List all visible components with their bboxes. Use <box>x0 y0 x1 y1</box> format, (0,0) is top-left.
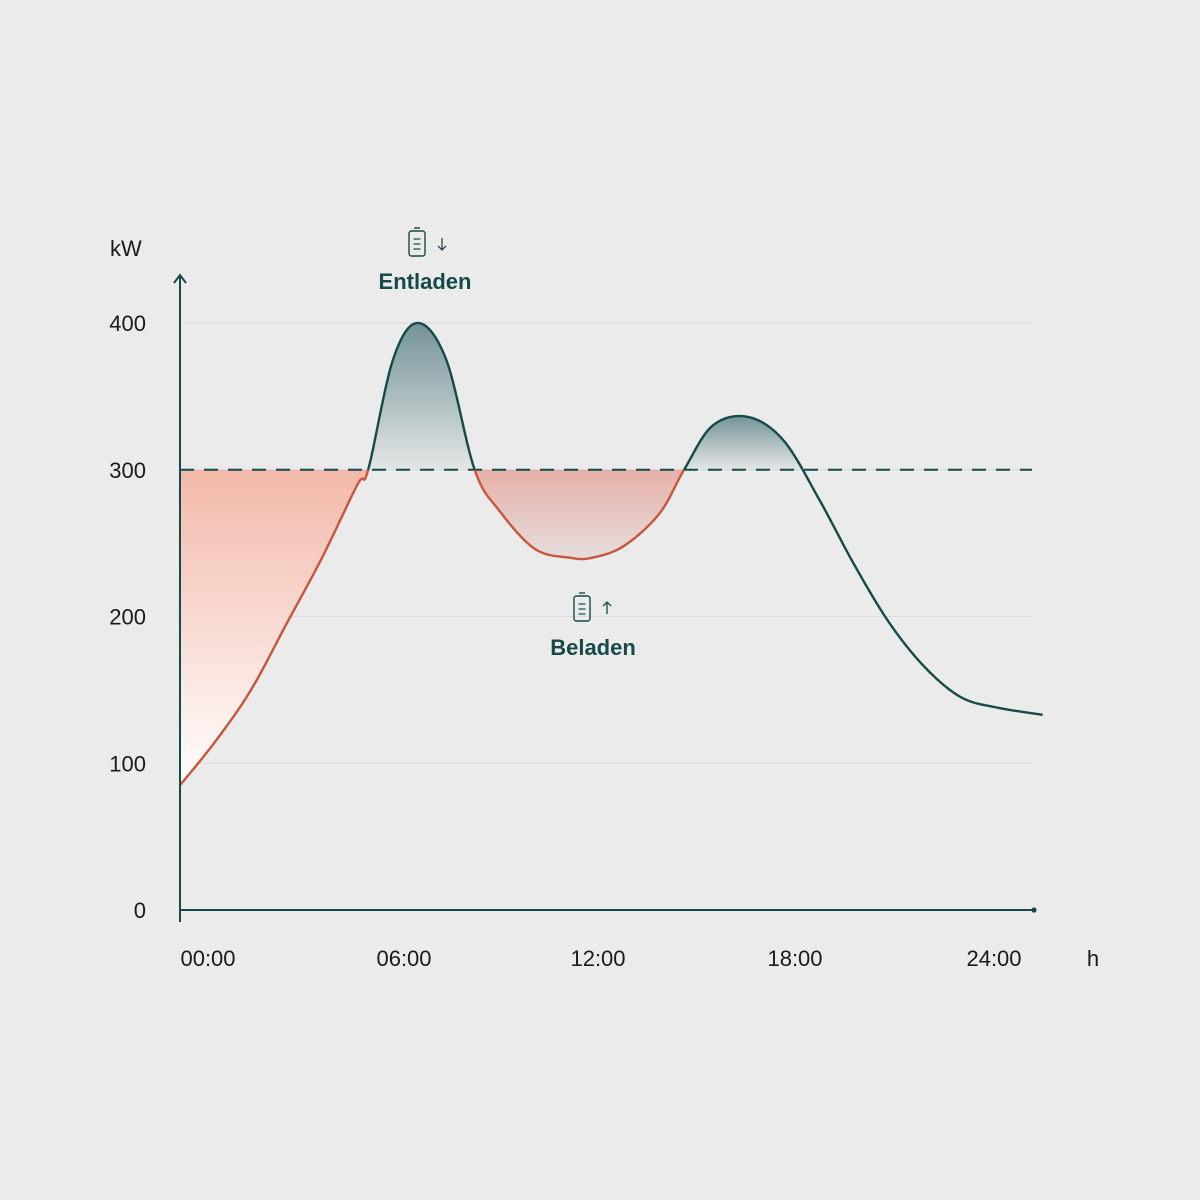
arrow-down-icon <box>437 238 447 251</box>
load-line-segment <box>801 469 1043 717</box>
y-axis-label: kW <box>110 236 142 261</box>
y-tick-label: 200 <box>109 605 146 630</box>
labels: 0 100 200 300 400 00:00 06:00 12:00 18:00 24:00 kW… <box>109 236 1099 971</box>
axes <box>173 273 1037 922</box>
charge-area <box>474 469 685 560</box>
x-tick-label: 00:00 <box>180 946 235 971</box>
arrow-up-icon <box>602 601 612 614</box>
y-tick-label: 100 <box>109 751 146 776</box>
discharge-area <box>368 323 475 470</box>
load-line-segment <box>683 414 804 471</box>
annotation-label: Entladen <box>379 269 472 294</box>
series-line <box>179 321 1043 787</box>
area-fills <box>180 323 803 786</box>
x-tick-label: 18:00 <box>767 946 822 971</box>
charge-area <box>180 469 369 786</box>
x-tick-label: 12:00 <box>570 946 625 971</box>
annotations: Entladen Beladen <box>379 227 636 660</box>
load-line-segment <box>366 321 476 471</box>
charge-line-segment <box>473 469 686 561</box>
y-tick-label: 300 <box>109 458 146 483</box>
y-tick-label: 0 <box>134 898 146 923</box>
x-tick-label: 24:00 <box>966 946 1021 971</box>
x-axis-end-dot <box>1031 907 1037 913</box>
discharge-area <box>684 416 803 470</box>
battery-charge-icon <box>573 592 591 622</box>
y-axis-arrow <box>173 273 187 284</box>
y-tick-label: 400 <box>109 311 146 336</box>
annotation-label: Beladen <box>550 635 636 660</box>
battery-discharge-icon <box>408 227 426 257</box>
x-tick-label: 06:00 <box>376 946 431 971</box>
x-axis-label: h <box>1087 946 1099 971</box>
charge-line-segment <box>179 469 370 787</box>
